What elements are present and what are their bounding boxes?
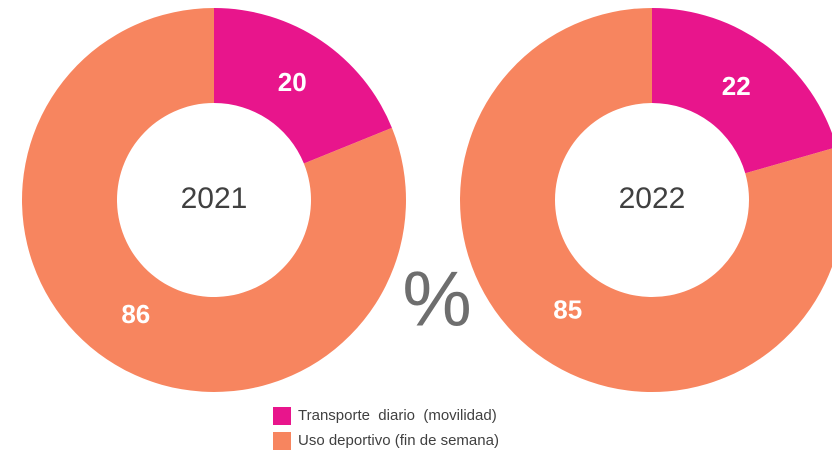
legend-swatch [273,432,291,450]
data-label: 22 [722,71,751,101]
legend-label: Uso deportivo (fin de semana) [298,432,499,449]
donut-slice [22,8,407,392]
center-label: 2021 [181,182,248,215]
donut-slice [214,8,392,164]
data-label: 85 [553,295,582,325]
data-label: 20 [278,67,307,97]
unit-label: % [402,255,471,343]
legend-swatch [273,407,291,425]
legend-label: Transporte diario (movilidad) [298,407,497,424]
data-label: 86 [121,299,150,329]
donut-slice [652,8,832,174]
donut-slice [460,8,832,392]
center-label: 2022 [619,182,686,215]
